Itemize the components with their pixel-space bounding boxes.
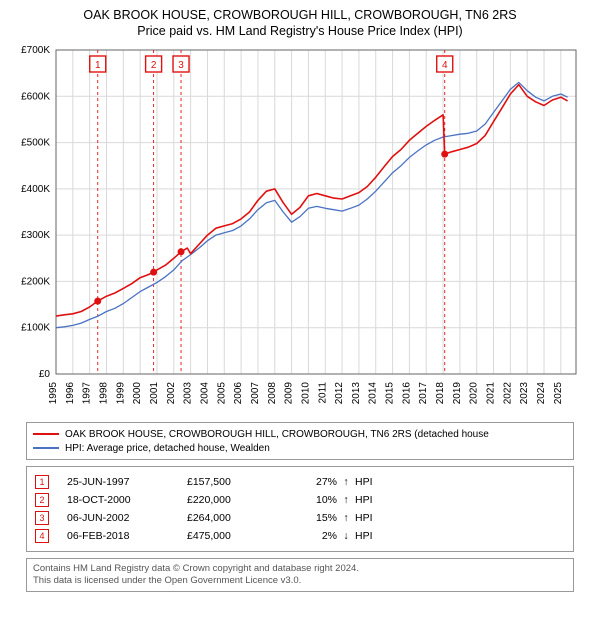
legend-swatch-hpi [33, 447, 59, 449]
svg-text:2018: 2018 [435, 382, 446, 405]
svg-text:2019: 2019 [452, 382, 463, 405]
svg-text:£300K: £300K [21, 230, 50, 241]
line-chart-svg: £0 £100K £200K £300K £400K £500K £600K £700K 199… [10, 44, 590, 414]
svg-text:2003: 2003 [183, 382, 194, 405]
svg-text:2000: 2000 [132, 382, 143, 405]
event-price-2: £220,000 [187, 494, 287, 506]
footer-line-1: Contains HM Land Registry data © Crown c… [33, 563, 567, 575]
event-date-2: 18-OCT-2000 [67, 494, 187, 506]
event-row-2: 2 18-OCT-2000 £220,000 10% ↑ HPI [35, 491, 565, 509]
event-label-1: HPI [355, 476, 373, 488]
event-pct-1: 27% [287, 476, 337, 488]
svg-text:2015: 2015 [385, 382, 396, 405]
svg-text:2024: 2024 [536, 382, 547, 405]
svg-text:2022: 2022 [502, 382, 513, 405]
svg-text:2001: 2001 [149, 382, 160, 405]
event-pct-3: 15% [287, 512, 337, 524]
event-marker-1: 1 [35, 475, 49, 489]
svg-text:3: 3 [178, 60, 184, 71]
event-arrow-2: ↑ [337, 494, 355, 506]
event-pct-2: 10% [287, 494, 337, 506]
svg-text:£200K: £200K [21, 276, 50, 287]
svg-text:2023: 2023 [519, 382, 530, 405]
footer-box: Contains HM Land Registry data © Crown c… [26, 558, 574, 592]
event-date-4: 06-FEB-2018 [67, 530, 187, 542]
svg-text:2012: 2012 [334, 382, 345, 405]
legend-swatch-property [33, 433, 59, 435]
footer-line-2: This data is licensed under the Open Gov… [33, 575, 567, 587]
event-label-3: HPI [355, 512, 373, 524]
svg-text:2010: 2010 [300, 382, 311, 405]
svg-text:2007: 2007 [250, 382, 261, 405]
event-label-4: HPI [355, 530, 373, 542]
event-row-1: 1 25-JUN-1997 £157,500 27% ↑ HPI [35, 473, 565, 491]
svg-text:£600K: £600K [21, 91, 50, 102]
event-arrow-4: ↓ [337, 530, 355, 542]
svg-text:2017: 2017 [418, 382, 429, 405]
legend-row-hpi: HPI: Average price, detached house, Weal… [33, 441, 567, 455]
svg-text:2020: 2020 [469, 382, 480, 405]
svg-text:2006: 2006 [233, 382, 244, 405]
legend-row-property: OAK BROOK HOUSE, CROWBOROUGH HILL, CROWB… [33, 427, 567, 441]
svg-text:2025: 2025 [553, 382, 564, 405]
event-marker-3: 3 [35, 511, 49, 525]
svg-text:4: 4 [442, 60, 448, 71]
events-table: 1 25-JUN-1997 £157,500 27% ↑ HPI 2 18-OC… [26, 466, 574, 552]
event-price-3: £264,000 [187, 512, 287, 524]
title-block: OAK BROOK HOUSE, CROWBOROUGH HILL, CROWB… [10, 8, 590, 38]
svg-text:1998: 1998 [98, 382, 109, 405]
chart-area: £0 £100K £200K £300K £400K £500K £600K £700K 199… [10, 44, 590, 414]
svg-text:2004: 2004 [199, 382, 210, 405]
svg-text:£400K: £400K [21, 184, 50, 195]
event-price-4: £475,000 [187, 530, 287, 542]
svg-text:2016: 2016 [401, 382, 412, 405]
legend-box: OAK BROOK HOUSE, CROWBOROUGH HILL, CROWB… [26, 422, 574, 460]
event-date-3: 06-JUN-2002 [67, 512, 187, 524]
legend-label-property: OAK BROOK HOUSE, CROWBOROUGH HILL, CROWB… [65, 429, 489, 440]
event-arrow-1: ↑ [337, 476, 355, 488]
event-pct-4: 2% [287, 530, 337, 542]
event-arrow-3: ↑ [337, 512, 355, 524]
svg-text:2014: 2014 [368, 382, 379, 405]
legend-label-hpi: HPI: Average price, detached house, Weal… [65, 443, 270, 454]
svg-text:£100K: £100K [21, 323, 50, 334]
svg-text:2005: 2005 [216, 382, 227, 405]
event-date-1: 25-JUN-1997 [67, 476, 187, 488]
title-line-1: OAK BROOK HOUSE, CROWBOROUGH HILL, CROWB… [10, 8, 590, 22]
svg-text:2021: 2021 [486, 382, 497, 405]
svg-text:1995: 1995 [48, 382, 59, 405]
svg-text:1: 1 [95, 60, 101, 71]
svg-text:2: 2 [151, 60, 157, 71]
svg-text:2013: 2013 [351, 382, 362, 405]
svg-text:1997: 1997 [82, 382, 93, 405]
svg-text:1996: 1996 [65, 382, 76, 405]
event-row-3: 3 06-JUN-2002 £264,000 15% ↑ HPI [35, 509, 565, 527]
svg-text:£500K: £500K [21, 138, 50, 149]
svg-text:£700K: £700K [21, 45, 50, 56]
svg-text:1999: 1999 [115, 382, 126, 405]
chart-container: OAK BROOK HOUSE, CROWBOROUGH HILL, CROWB… [0, 0, 600, 598]
svg-text:2002: 2002 [166, 382, 177, 405]
event-label-2: HPI [355, 494, 373, 506]
svg-text:2008: 2008 [267, 382, 278, 405]
event-marker-4: 4 [35, 529, 49, 543]
event-row-4: 4 06-FEB-2018 £475,000 2% ↓ HPI [35, 527, 565, 545]
svg-text:£0: £0 [39, 369, 51, 380]
event-price-1: £157,500 [187, 476, 287, 488]
svg-text:2011: 2011 [317, 382, 328, 404]
svg-text:2009: 2009 [284, 382, 295, 405]
title-line-2: Price paid vs. HM Land Registry's House … [10, 24, 590, 38]
event-marker-2: 2 [35, 493, 49, 507]
